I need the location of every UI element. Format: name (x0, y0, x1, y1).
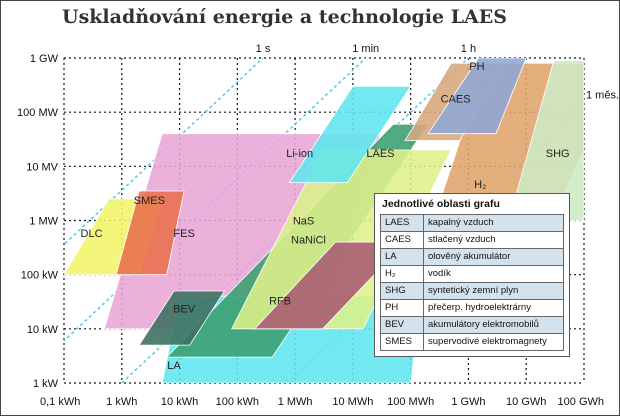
legend-desc: přečerp. hydroelektrárny (423, 299, 564, 317)
legend-desc: olověný akumulátor (423, 248, 564, 266)
legend-abbr: BEV (380, 316, 424, 334)
region-ph (427, 58, 527, 135)
legend-desc: syntetický zemní plyn (423, 282, 564, 300)
x-tick-label: 10 MWh (332, 396, 373, 408)
legend-abbr: PH (380, 299, 424, 317)
region-label-ph: PH (469, 61, 484, 73)
y-tick-label: 10 MV (26, 161, 58, 173)
y-tick-label: 1 kW (33, 378, 59, 390)
discharge-time-labels: 1 s 1 min 1 h 1 měs. (256, 43, 619, 101)
x-tick-label: 1 GWh (451, 396, 485, 408)
legend-row: PH přečerp. hydroelektrárny (380, 299, 564, 317)
x-axis-ticks: 0,1 kWh 1 kWh 10 kWh 100 kWh 1 MWh 10 MWh 100 … (40, 396, 604, 408)
legend-desc: kapalný vzduch (423, 214, 564, 232)
time-line-1-min (64, 58, 367, 342)
region-label-shg: SHG (546, 148, 570, 160)
region-labels: FESLALi-ionNaSNaNiClDLCBEVRFBSMESLAESCAE… (81, 61, 570, 372)
region-label-h2: H₂ (474, 179, 486, 191)
y-tick-label: 1 GW (30, 53, 59, 65)
region-label-li-ion: Li-ion (286, 148, 313, 160)
x-tick-label: 10 kWh (161, 396, 198, 408)
legend-abbr: LAES (380, 214, 424, 232)
legend-desc: supervodivé elektromagnety (423, 333, 564, 351)
x-tick-label: 1 kWh (106, 396, 137, 408)
region-laes (288, 85, 412, 184)
region-label-smes: SMES (134, 195, 165, 207)
y-tick-label: 1 MW (29, 216, 58, 228)
legend-row: LA olověný akumulátor (380, 248, 564, 266)
x-tick-label: 100 MWh (387, 396, 434, 408)
region-smes (115, 190, 185, 276)
legend-abbr: SHG (380, 282, 424, 300)
legend-abbr: LA (380, 248, 424, 266)
legend-row: CAES stlačený vzduch (380, 231, 564, 249)
legend-abbr: SMES (380, 333, 424, 351)
chart-title: Uskladňování energie a technologie LAES (62, 6, 507, 28)
region-label-rfb: RFB (269, 296, 291, 308)
x-tick-label: 1 MWh (278, 396, 313, 408)
legend: Jednotlivé oblasti grafu LAES kapalný vzd… (374, 193, 570, 357)
region-label-la: LA (167, 360, 181, 372)
y-tick-label: 100 MW (17, 107, 59, 119)
time-label-1-h: 1 h (461, 43, 476, 55)
y-axis-ticks: 1 kW 10 kW 100 kW 1 MW 10 MV 100 MW 1 GW (17, 53, 59, 390)
region-label-caes: CAES (441, 94, 471, 106)
legend-row: H₂ vodík (380, 265, 564, 283)
x-tick-label: 10 GWh (506, 396, 546, 408)
legend-row: SMES supervodivé elektromagnety (380, 333, 564, 351)
legend-row: SHG syntetický zemní plyn (380, 282, 564, 300)
y-tick-label: 10 kW (27, 324, 59, 336)
region-label-dlc: DLC (81, 228, 103, 240)
region-label-bev: BEV (173, 304, 196, 316)
x-tick-label: 100 GWh (558, 396, 604, 408)
legend-table: LAES kapalný vzduch CAES stlačený vzduch LA o… (380, 214, 564, 351)
time-label-1-m-s: 1 měs. (586, 89, 619, 101)
region-label-laes: LAES (366, 148, 394, 160)
legend-title: Jednotlivé oblasti grafu (382, 198, 500, 210)
x-tick-label: 0,1 kWh (40, 396, 80, 408)
legend-desc: stlačený vzduch (423, 231, 564, 249)
region-label-nanicl: NaNiCl (291, 234, 326, 246)
x-tick-label: 100 kWh (216, 396, 259, 408)
legend-row: BEV akumulátory elektromobilů (380, 316, 564, 334)
time-label-1-min: 1 min (352, 43, 379, 55)
region-label-fes: FES (173, 228, 194, 240)
region-bev (138, 290, 226, 346)
legend-abbr: CAES (380, 231, 424, 249)
legend-desc: vodík (423, 265, 564, 283)
y-tick-label: 100 kW (21, 270, 59, 282)
legend-desc: akumulátory elektromobilů (423, 316, 564, 334)
legend-row: LAES kapalný vzduch (380, 214, 564, 232)
legend-abbr: H₂ (380, 265, 424, 283)
region-label-nas: NaS (293, 215, 314, 227)
time-label-1-s: 1 s (256, 43, 271, 55)
